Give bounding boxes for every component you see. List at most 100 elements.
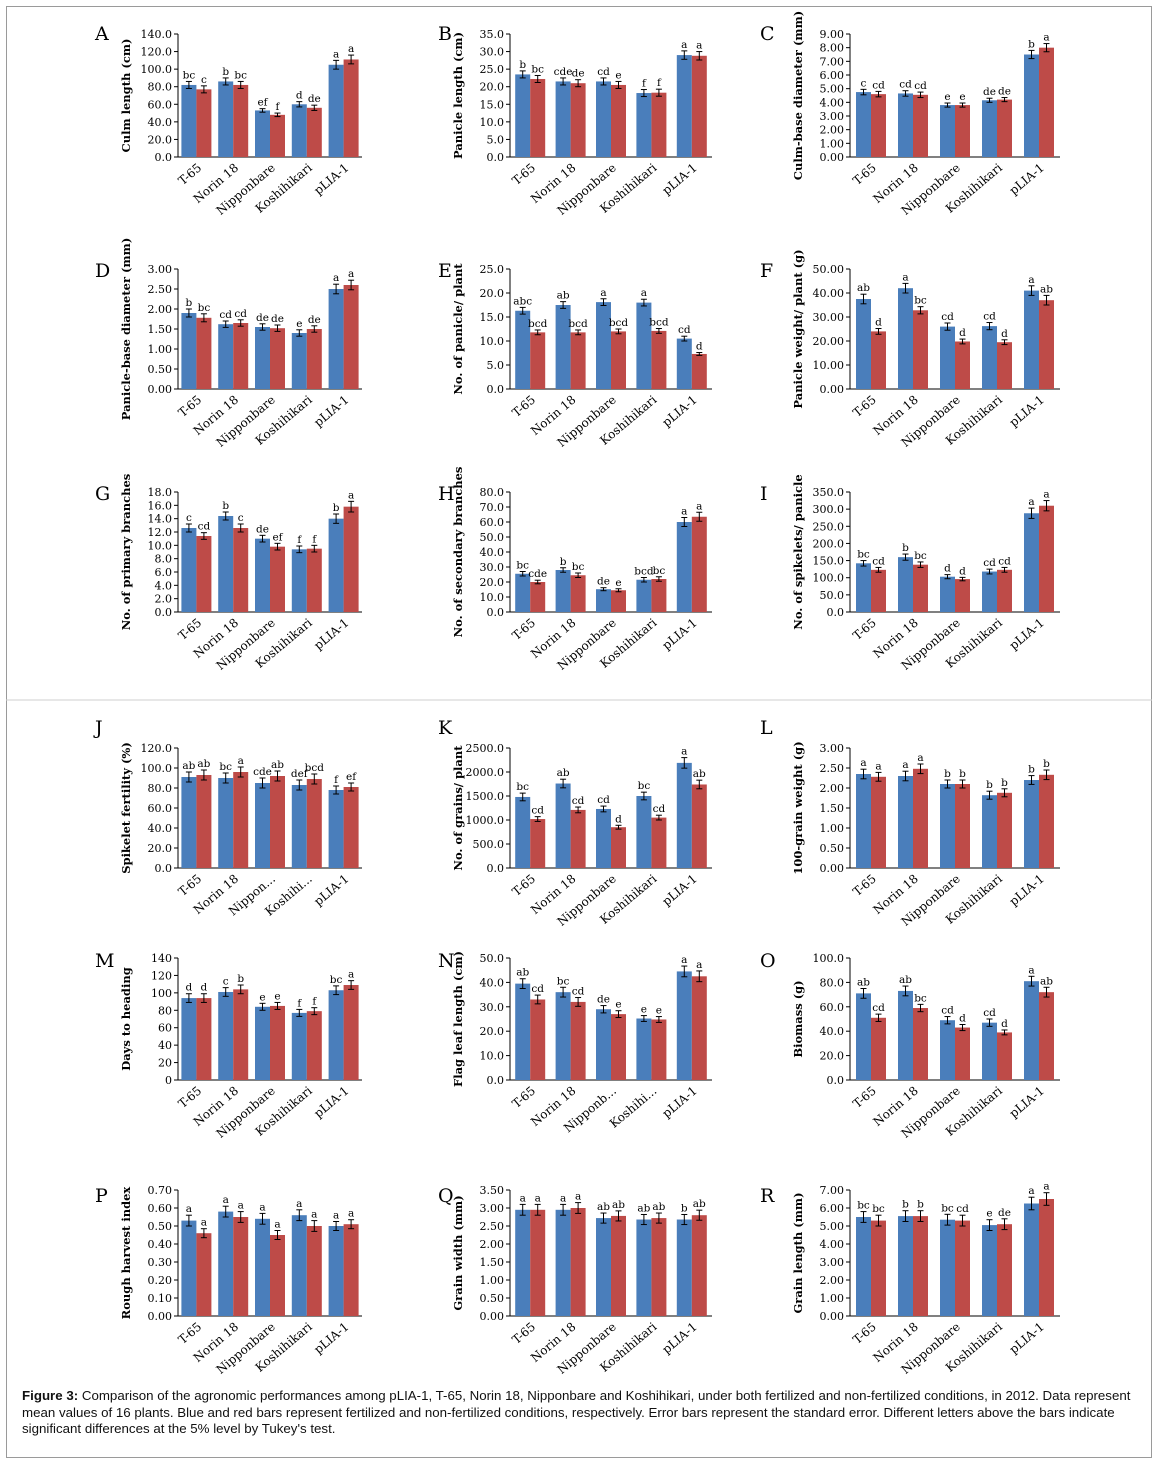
y-tick-label: 3.00 bbox=[820, 1256, 845, 1269]
error-bar bbox=[640, 298, 647, 307]
error-bar bbox=[1043, 986, 1050, 998]
error-bar bbox=[348, 279, 355, 291]
chart-e: E 0.0 5.0 10.0 15.0 20.0 25.0 No. of panicle/ p… bbox=[438, 260, 712, 450]
significance-label: cd bbox=[234, 308, 247, 320]
bar-non-fertilized bbox=[1039, 300, 1054, 389]
bar-non-fertilized bbox=[1039, 992, 1054, 1080]
significance-label: de bbox=[998, 1207, 1011, 1219]
significance-label: a bbox=[274, 1219, 280, 1231]
error-bar bbox=[902, 985, 909, 997]
error-bar bbox=[259, 777, 266, 789]
category-label: T-65 bbox=[509, 161, 538, 188]
bar-fertilized bbox=[181, 528, 197, 612]
error-bar bbox=[534, 816, 541, 822]
y-tick-label: 1.50 bbox=[480, 1256, 505, 1269]
category-label: T-65 bbox=[176, 872, 205, 899]
error-bar bbox=[575, 806, 582, 814]
category-label: T-65 bbox=[850, 1084, 879, 1111]
error-bar bbox=[311, 1007, 318, 1016]
error-bar bbox=[534, 329, 541, 336]
bar-non-fertilized bbox=[913, 1216, 928, 1316]
error-bar bbox=[259, 1002, 266, 1011]
error-bar bbox=[600, 1212, 607, 1224]
bar-non-fertilized bbox=[955, 105, 970, 157]
error-bar bbox=[944, 779, 951, 789]
bar-fertilized bbox=[181, 777, 197, 868]
bar-fertilized bbox=[636, 93, 652, 157]
significance-label: d bbox=[186, 982, 193, 994]
significance-label: a bbox=[1043, 1181, 1049, 1193]
bar-fertilized bbox=[636, 579, 652, 612]
y-tick-label: 120.0 bbox=[141, 742, 173, 755]
error-bar bbox=[1043, 500, 1050, 512]
error-bar bbox=[1028, 285, 1035, 296]
significance-label: cd bbox=[872, 555, 885, 567]
significance-label: b bbox=[959, 768, 966, 780]
significance-label: a bbox=[348, 268, 354, 280]
y-tick-label: 12.0 bbox=[148, 526, 173, 539]
error-bar bbox=[655, 1016, 662, 1023]
error-bar bbox=[600, 77, 607, 86]
error-bar bbox=[1043, 769, 1050, 781]
y-tick-label: 7.00 bbox=[820, 1184, 845, 1197]
bar-non-fertilized bbox=[1039, 505, 1054, 612]
significance-label: b bbox=[944, 768, 951, 780]
error-bar bbox=[875, 1013, 882, 1022]
y-tick-label: 0 bbox=[165, 1074, 172, 1087]
error-bar bbox=[1001, 97, 1008, 103]
error-bar bbox=[600, 805, 607, 813]
y-tick-label: 6.0 bbox=[155, 566, 173, 579]
error-bar bbox=[237, 523, 244, 533]
y-tick-label: 0.00 bbox=[820, 862, 845, 875]
significance-label: cde bbox=[528, 568, 547, 580]
significance-label: ab bbox=[557, 767, 570, 779]
panel-letter: M bbox=[95, 950, 114, 972]
significance-label: ab bbox=[597, 1201, 610, 1213]
error-bar bbox=[902, 770, 909, 782]
y-tick-label: 20.0 bbox=[148, 133, 173, 146]
error-bar bbox=[860, 768, 867, 780]
panel-letter: Q bbox=[438, 1185, 454, 1207]
bar-fertilized bbox=[291, 549, 307, 612]
y-tick-label: 0.50 bbox=[480, 1292, 505, 1305]
error-bar bbox=[274, 324, 281, 332]
bar-fertilized bbox=[218, 516, 234, 612]
error-bar bbox=[959, 1023, 966, 1032]
error-bar bbox=[860, 560, 867, 567]
significance-label: e bbox=[615, 999, 621, 1011]
error-bar bbox=[615, 80, 622, 89]
bar-fertilized bbox=[555, 570, 571, 612]
bar-non-fertilized bbox=[871, 1220, 886, 1316]
panel-letter: C bbox=[760, 23, 775, 45]
y-axis-label: Panicle weight/ plant (g) bbox=[791, 249, 805, 408]
significance-label: bc bbox=[516, 781, 529, 793]
significance-label: cd bbox=[572, 986, 585, 998]
y-tick-label: 0.00 bbox=[148, 383, 173, 396]
category-label: pLIA-1 bbox=[311, 161, 351, 198]
error-bar bbox=[959, 102, 966, 108]
significance-label: d bbox=[959, 327, 966, 339]
bar-non-fertilized bbox=[233, 989, 249, 1080]
bar-fertilized bbox=[291, 1012, 307, 1080]
error-bar bbox=[902, 553, 909, 561]
significance-label: bcd bbox=[609, 317, 629, 329]
bar-fertilized bbox=[255, 110, 270, 157]
category-label: pLIA-1 bbox=[660, 1084, 700, 1121]
significance-label: a bbox=[902, 271, 908, 283]
bar-non-fertilized bbox=[913, 564, 928, 612]
y-tick-label: 3.00 bbox=[820, 110, 845, 123]
significance-label: ab bbox=[693, 768, 706, 780]
y-tick-label: 6.00 bbox=[820, 1202, 845, 1215]
significance-label: d bbox=[959, 1012, 966, 1024]
significance-label: c bbox=[861, 77, 867, 89]
bar-non-fertilized bbox=[955, 579, 970, 612]
bar-non-fertilized bbox=[611, 1014, 626, 1080]
bar-non-fertilized bbox=[570, 1208, 586, 1316]
significance-label: ab bbox=[637, 1202, 650, 1214]
significance-label: cd bbox=[572, 795, 585, 807]
bar-non-fertilized bbox=[196, 89, 212, 157]
y-axis-label: No. of secondary branches bbox=[451, 467, 465, 638]
error-bar bbox=[575, 79, 582, 88]
significance-label: cd bbox=[914, 80, 927, 92]
error-bar bbox=[615, 328, 622, 335]
